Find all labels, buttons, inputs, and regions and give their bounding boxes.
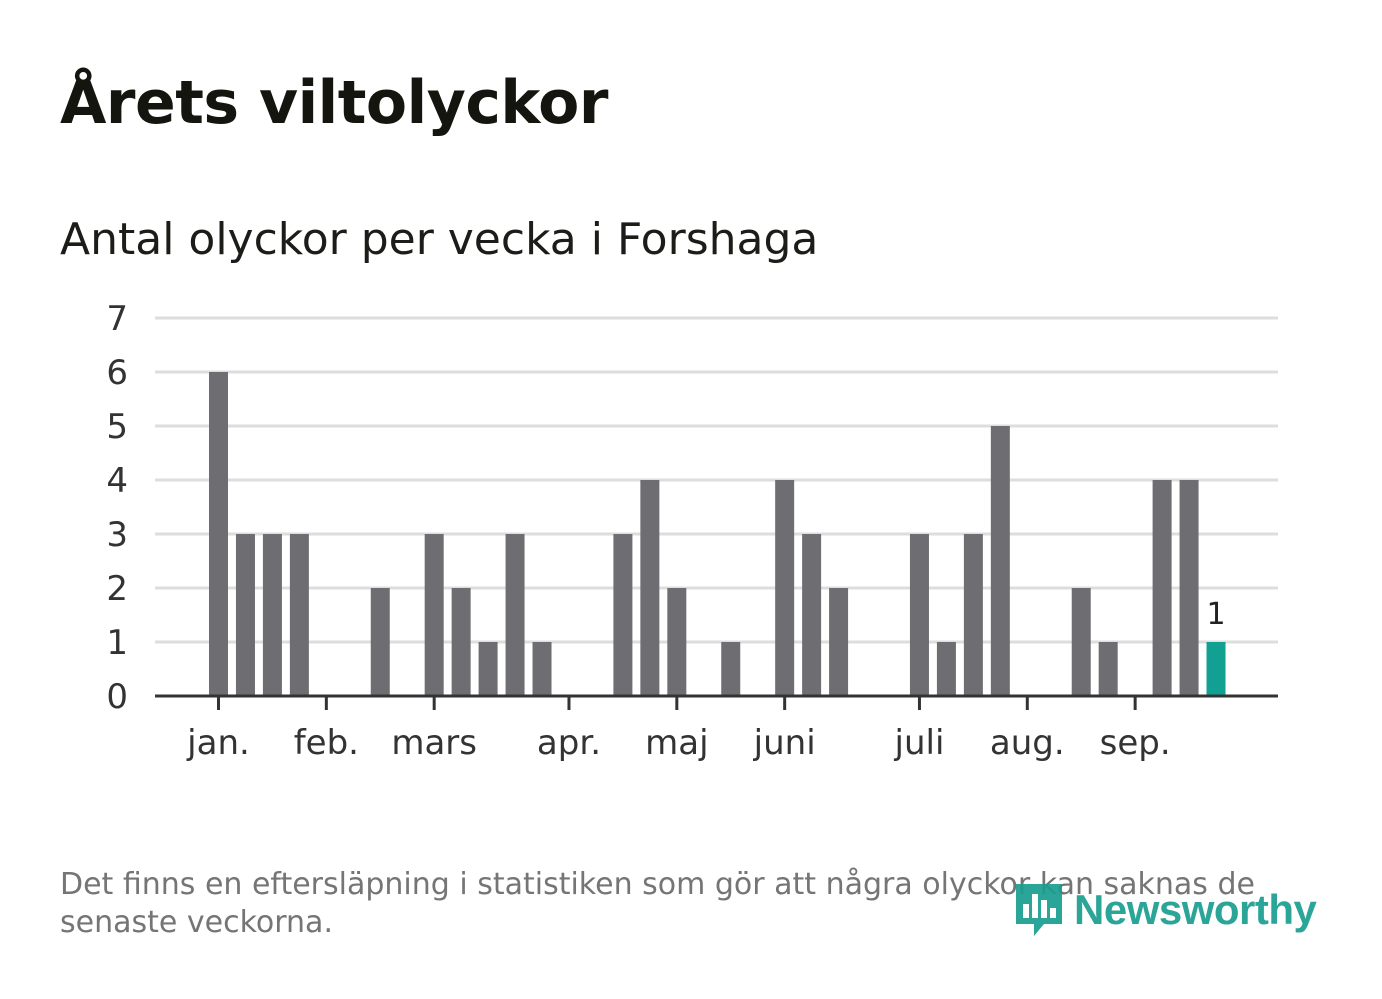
x-tick-label: feb. [294,723,359,763]
y-tick-label: 1 [106,623,128,663]
bar [424,534,444,696]
x-tick-label: jan. [186,723,250,763]
bar [262,534,282,696]
bar [613,534,633,696]
bar [478,642,498,696]
chart-subtitle: Antal olyckor per vecka i Forshaga [60,214,819,265]
x-tick-label: aug. [990,723,1065,763]
data-label: 1 [1206,597,1225,632]
bar [640,480,660,696]
bar [451,588,471,696]
y-tick-label: 3 [106,515,128,555]
y-tick-label: 5 [106,407,128,447]
bar-chart-speech-icon [1016,884,1062,936]
bar [1152,480,1172,696]
bar [667,588,687,696]
y-tick-label: 2 [106,569,128,609]
bar [775,480,795,696]
bar [209,372,228,696]
x-tick-label: sep. [1100,723,1171,763]
grid-lines [155,316,1278,644]
bar [1071,588,1091,696]
bar [532,642,552,696]
bar [963,534,983,696]
bar [1179,480,1199,696]
logo-text: Newsworthy [1074,886,1317,933]
x-tick-label: maj [645,723,708,763]
bar [505,534,525,696]
bar [721,642,741,696]
y-tick-label: 7 [106,299,128,339]
bar [990,426,1010,696]
bar [370,588,390,696]
bar [802,534,822,696]
bar [909,534,929,696]
x-tick-label: juni [753,723,816,763]
y-tick-label: 4 [106,461,128,501]
bar-highlight [1206,642,1226,696]
x-tick-label: apr. [537,723,601,763]
x-tick-label: mars [391,723,477,763]
newsworthy-logo: Newsworthy [1012,880,1317,940]
bars [209,372,1226,696]
bar [936,642,956,696]
page-title: Årets viltolyckor [60,68,609,138]
axes [155,694,1278,710]
x-tick-label: juli [894,723,945,763]
bar [829,588,849,696]
labels: 0 1 2 3 4 5 6 7 1 jan. feb. mars apr. maj juni juli aug.… [106,299,1225,763]
bar [289,534,309,696]
y-tick-label: 0 [106,677,128,717]
bar [1098,642,1118,696]
y-tick-label: 6 [106,353,128,393]
bar [235,534,255,696]
